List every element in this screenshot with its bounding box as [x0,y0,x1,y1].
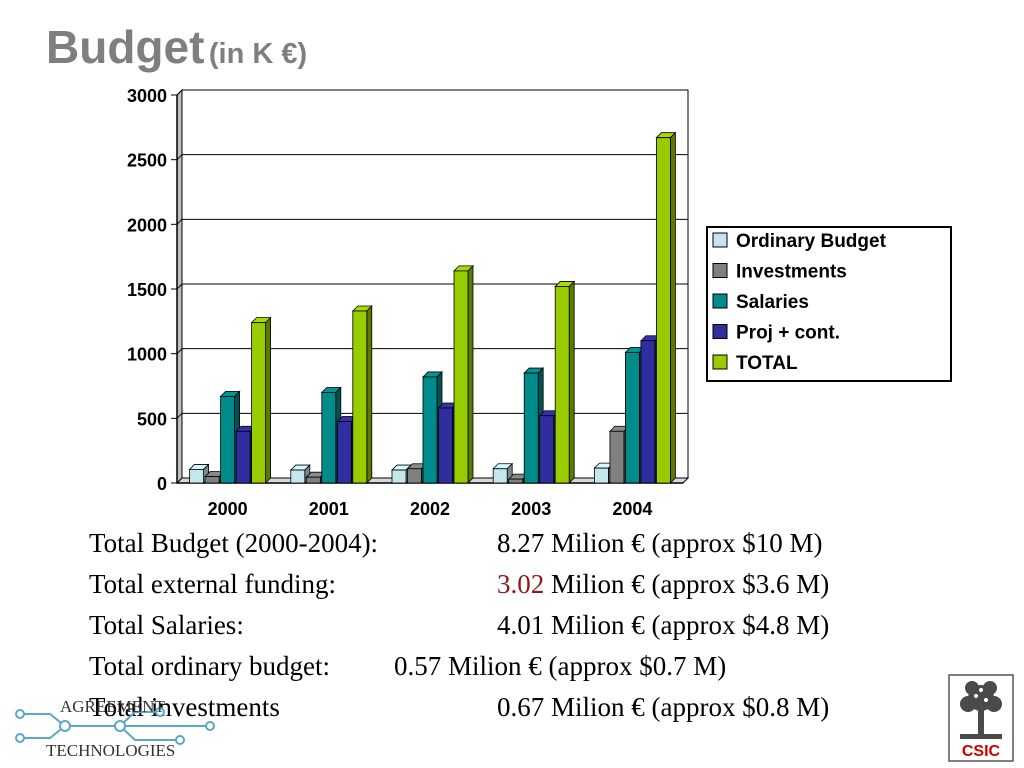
legend-swatch [712,324,728,339]
gridline-diagonal [176,218,183,225]
page-title: Budget (in K €) [46,20,307,74]
bar [508,478,524,484]
logo-text-technologies: TECHNOLOGIES [46,741,175,760]
bar-side [670,131,676,484]
bar [290,469,306,484]
bar [453,270,469,484]
title-main: Budget [46,21,205,73]
x-tick-label: 2000 [208,499,248,519]
bar [422,376,438,484]
gridline-diagonal [176,348,183,355]
bar [609,430,625,484]
bar [391,469,407,484]
y-tick-label: 0 [157,474,167,494]
legend-item-label: Salaries [736,292,809,313]
title-unit: (in K €) [208,38,308,70]
y-tick-label: 3000 [127,86,167,106]
bar [640,340,656,484]
y-tick-label: 1000 [127,345,167,365]
summary-value: 8.27 Milion € (approx $10 M) [497,528,823,558]
bar [235,430,251,484]
budget-bar-chart: 0 500 1000 1500 2000 2500 3000 2000 2001 2002 2003… [127,86,952,519]
summary-label: Total external funding: [89,569,337,599]
bar [407,468,422,484]
summary-label: Total Salaries: [89,610,244,640]
csic-logo: CSIC [948,674,1014,762]
x-tick-label: 2001 [309,499,349,519]
bar [189,469,205,484]
summary-label: Total Budget (2000-2004): [89,528,379,558]
legend-item-label: TOTAL [736,353,798,374]
y-tick-label: 2500 [127,151,167,171]
legend [706,226,952,382]
summary-label: Total ordinary budget: [89,651,331,681]
csic-logo-text: CSIC [962,743,1001,760]
x-tick-label: 2002 [410,499,450,519]
bar [594,467,609,484]
agreement-technologies-logo: AGREEMENT TECHNOLOGIES [15,697,215,760]
legend-item-label: Ordinary Budget [736,231,887,252]
bar [539,415,555,484]
bar [554,286,570,484]
legend-swatch [712,232,728,248]
summary-value: 0.67 Milion € (approx $0.8 M) [497,692,830,722]
gridline-diagonal [176,412,183,419]
y-tick-label: 2000 [127,215,167,235]
bar-side [568,280,575,484]
bar-side [366,305,373,484]
summary-label: Total investments [89,692,280,722]
summary-value: 0.57 Milion € (approx $0.7 M) [394,651,727,681]
bar [492,468,508,484]
legend-swatch [712,293,728,309]
bar [625,351,640,484]
bar [251,322,267,484]
logo-text-agreement: AGREEMENT [60,697,165,716]
bar [656,137,671,484]
bar [336,421,352,484]
gridline-diagonal [176,89,183,96]
bar [523,372,539,484]
y-tick-label: 1500 [127,280,167,300]
bar-side [467,264,474,484]
y-tick-label: 500 [137,409,167,429]
bar [305,476,321,484]
legend-swatch [712,354,728,370]
x-tick-label: 2003 [511,499,551,519]
gridline-diagonal [176,154,183,161]
bar [352,310,368,484]
legend-swatch [712,263,728,278]
legend-item-label: Investments [736,262,847,283]
summary-value: 4.01 Milion € (approx $4.8 M) [497,610,830,640]
bar [321,392,337,484]
x-tick-label: 2004 [612,499,652,519]
summary-value: 3.02 Milion € (approx $3.6 M) [497,569,830,599]
bar [438,407,453,484]
gridline-diagonal [176,283,183,290]
bar [220,395,236,484]
bar [204,476,220,484]
bar-side [265,316,272,484]
legend-item-label: Proj + cont. [736,323,840,344]
